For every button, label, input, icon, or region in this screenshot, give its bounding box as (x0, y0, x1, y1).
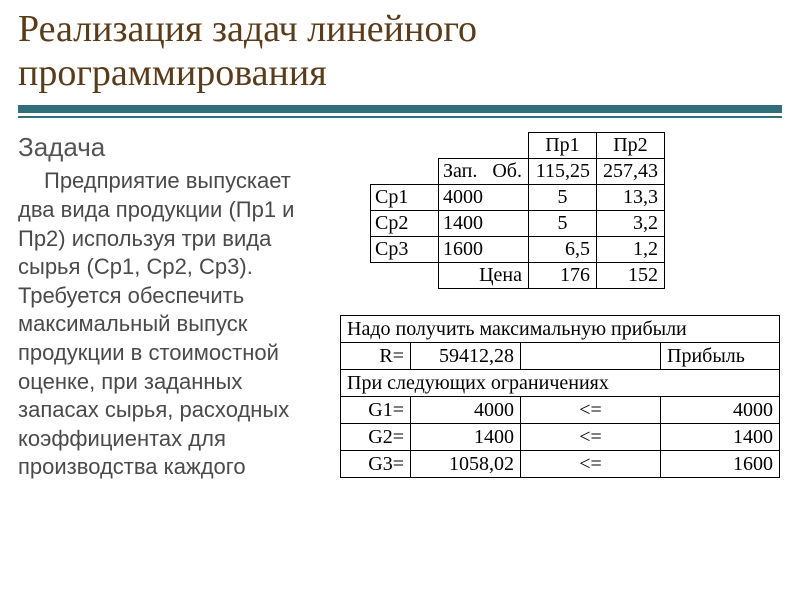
g3-op: <= (521, 451, 661, 478)
r-value: 59412,28 (411, 343, 521, 370)
g1-lhs: 4000 (411, 397, 521, 424)
ob-pr2: 257,43 (596, 159, 664, 185)
input-data-table: Пр1 Пр2 Зап. Об. 115,25 257,43 Ср1 4000 … (370, 132, 665, 289)
table-row: Ср3 1600 6,5 1,2 (371, 237, 665, 263)
result-table: Надо получить максимальную прибыли R= 59… (340, 315, 780, 478)
cr3-pr2: 1,2 (596, 237, 664, 263)
tables-column: Пр1 Пр2 Зап. Об. 115,25 257,43 Ср1 4000 … (328, 132, 782, 482)
ob-label: Об. (492, 160, 522, 182)
g2-label: G2= (341, 424, 411, 451)
profit-label: Прибыль (661, 343, 780, 370)
g3-rhs: 1600 (661, 451, 780, 478)
task-column: Задача Предприятие выпускает два вида пр… (18, 132, 328, 482)
g1-rhs: 4000 (661, 397, 780, 424)
page-title: Реализация задач линейного программирова… (0, 0, 800, 99)
zap-label: Зап. (443, 160, 477, 182)
g2-lhs: 1400 (411, 424, 521, 451)
cr2-pr1: 5 (528, 211, 596, 237)
cr1-pr1: 5 (528, 185, 596, 211)
col-header-pr1: Пр1 (528, 133, 596, 159)
ob-pr1: 115,25 (528, 159, 596, 185)
table-row: При следующих ограничениях (341, 370, 780, 397)
cr2-zap: 1400 (439, 211, 529, 237)
r-label: R= (341, 343, 411, 370)
g1-label: G1= (341, 397, 411, 424)
title-divider (18, 105, 782, 118)
profit-header: Надо получить максимальную прибыли (341, 316, 780, 343)
table-row: Зап. Об. 115,25 257,43 (371, 159, 665, 185)
task-heading: Задача (18, 132, 328, 163)
table-row: Надо получить максимальную прибыли (341, 316, 780, 343)
g3-label: G3= (341, 451, 411, 478)
table-row: Пр1 Пр2 (371, 133, 665, 159)
price-label: Цена (439, 263, 529, 289)
g1-op: <= (521, 397, 661, 424)
cr1-pr2: 13,3 (596, 185, 664, 211)
table-row: Цена 176 152 (371, 263, 665, 289)
cr2-pr2: 3,2 (596, 211, 664, 237)
col-header-pr2: Пр2 (596, 133, 664, 159)
cr3-pr1: 6,5 (528, 237, 596, 263)
cr3-zap: 1600 (439, 237, 529, 263)
g2-op: <= (521, 424, 661, 451)
table-row: G1= 4000 <= 4000 (341, 397, 780, 424)
table-row: Ср1 4000 5 13,3 (371, 185, 665, 211)
table-row: R= 59412,28 Прибыль (341, 343, 780, 370)
table-row: G2= 1400 <= 1400 (341, 424, 780, 451)
content-area: Задача Предприятие выпускает два вида пр… (0, 132, 800, 482)
table-row: Ср2 1400 5 3,2 (371, 211, 665, 237)
cr1-zap: 4000 (439, 185, 529, 211)
table-row: G3= 1058,02 <= 1600 (341, 451, 780, 478)
row-cr2: Ср2 (371, 211, 439, 237)
g2-rhs: 1400 (661, 424, 780, 451)
price-pr2: 152 (596, 263, 664, 289)
task-text: Предприятие выпускает два вида продукции… (18, 167, 328, 482)
row-cr1: Ср1 (371, 185, 439, 211)
price-pr1: 176 (528, 263, 596, 289)
g3-lhs: 1058,02 (411, 451, 521, 478)
row-cr3: Ср3 (371, 237, 439, 263)
constraints-header: При следующих ограничениях (341, 370, 780, 397)
